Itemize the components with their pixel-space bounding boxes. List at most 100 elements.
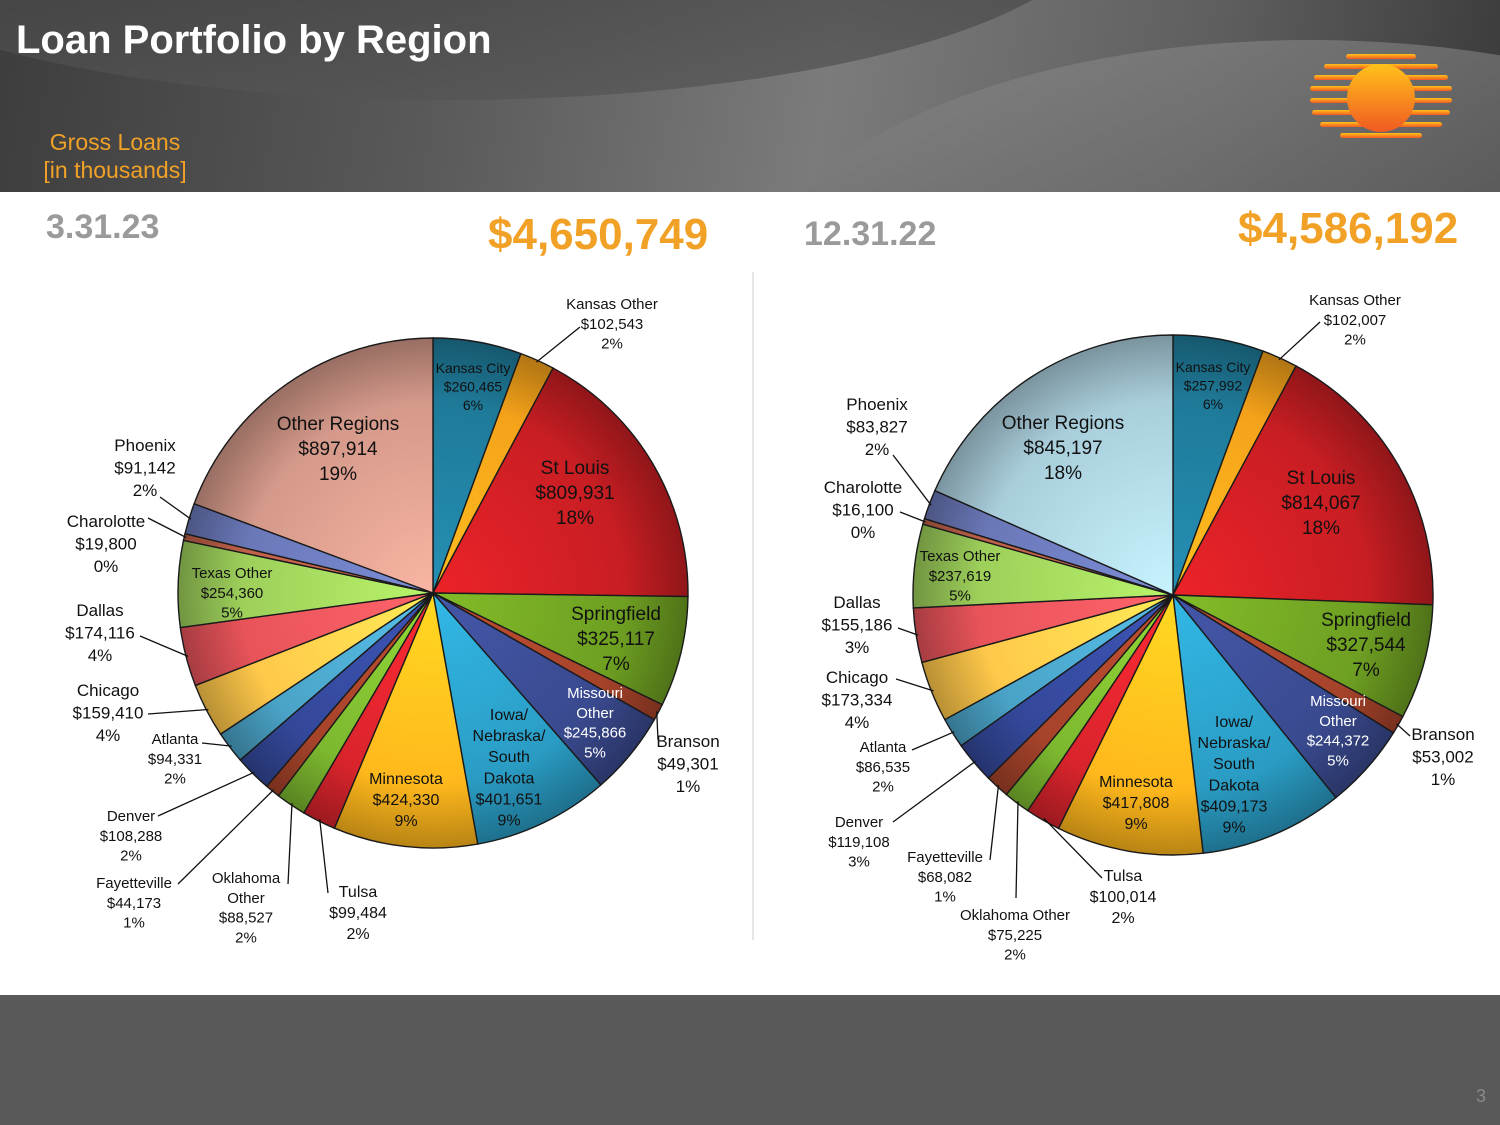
slice-name: Other: [227, 890, 265, 907]
data-label-branson: Branson $49,301 1%: [656, 711, 720, 796]
slice-percent: 2%: [601, 336, 623, 353]
leader-line: [897, 627, 919, 636]
data-label-missouri-other: Missouri Other $245,866 5%: [564, 685, 627, 761]
slice-percent: 18%: [1044, 463, 1082, 484]
slice-value: $102,543: [581, 316, 644, 333]
leader-line: [139, 635, 189, 657]
slice-name: Branson: [656, 732, 719, 751]
slice-percent: 6%: [1203, 396, 1223, 412]
slice-name: Missouri: [567, 685, 623, 702]
slice-percent: 9%: [497, 813, 520, 830]
leader-line: [319, 819, 329, 894]
slice-name: Denver: [835, 814, 883, 831]
slice-name: Charolotte: [824, 478, 902, 497]
slice-name: Oklahoma Other: [960, 907, 1070, 924]
slice-value: $83,827: [846, 417, 907, 436]
slice-value: $91,142: [114, 458, 175, 477]
slice-value: $53,002: [1412, 747, 1473, 766]
data-label-oklahoma-other: Oklahoma Other $75,225 2%: [960, 801, 1070, 964]
slice-value: $401,651: [476, 792, 543, 809]
slice-value: $102,007: [1324, 312, 1387, 329]
slice-name: Springfield: [571, 604, 661, 625]
slice-value: $244,372: [1307, 733, 1370, 750]
slice-name: Atlanta: [860, 739, 907, 756]
pie-slice-st-louis: [431, 367, 689, 598]
slice-percent: 5%: [221, 605, 243, 622]
slice-percent: 2%: [235, 929, 257, 946]
data-label-iowa-nebraska-south-dakota: Iowa/Nebraska/South Dakota $409,173 9%: [1198, 714, 1271, 837]
pie-slices: [912, 334, 1434, 856]
pie-slice-iowa-nebraska-south-dakota: [1172, 592, 1337, 855]
slice-value: $327,544: [1326, 635, 1406, 656]
slice-percent: 9%: [1222, 820, 1245, 837]
divider: [752, 272, 754, 940]
data-label-kansas-other: Kansas Other $102,007 2%: [1278, 292, 1401, 361]
page-title: Loan Portfolio by Region: [16, 18, 492, 62]
leader-line: [157, 771, 255, 817]
leader-line: [177, 789, 275, 885]
total-left: $4,650,749: [488, 210, 709, 259]
data-label-springfield: Springfield $325,117 7%: [571, 604, 661, 675]
data-label-dallas: Dallas $174,116 4%: [65, 601, 189, 665]
data-label-charolotte: Charolotte $19,800 0%: [67, 512, 187, 576]
data-label-minnesota: Minnesota $424,330 9%: [369, 771, 443, 830]
slice-name: South: [488, 749, 530, 766]
subtitle: Gross Loans [in thousands]: [43, 129, 187, 183]
total-right: $4,586,192: [1238, 204, 1459, 253]
slice-value: $814,067: [1281, 493, 1360, 514]
pie-slice-other-regions: [933, 334, 1174, 597]
slice-value: $155,186: [822, 615, 893, 634]
pie-slice-minnesota: [1057, 592, 1204, 856]
slice-percent: 1%: [676, 777, 701, 796]
leader-line: [989, 784, 1000, 861]
leader-line: [911, 731, 955, 751]
slice-percent: 2%: [872, 779, 894, 796]
data-label-kansas-city: Kansas City $257,992 6%: [1176, 359, 1251, 412]
leader-line: [535, 326, 581, 363]
slice-name: Iowa/: [490, 707, 529, 724]
slice-name: Chicago: [826, 668, 888, 687]
slice-name: Dallas: [833, 593, 880, 612]
pie-slice-springfield: [432, 592, 689, 706]
pie-slices: [177, 337, 689, 849]
slice-value: $173,334: [822, 690, 893, 709]
data-label-atlanta: Atlanta $94,331 2%: [148, 731, 232, 788]
slice-name: St Louis: [541, 458, 610, 479]
data-label-chicago: Chicago $159,410 4%: [73, 681, 209, 745]
slice-value: $108,288: [100, 828, 163, 845]
slice-name: Dakota: [484, 770, 535, 787]
slice-percent: 19%: [319, 464, 357, 485]
slice-percent: 1%: [123, 915, 145, 932]
date-label-right: 12.31.22: [804, 215, 937, 253]
slice-percent: 5%: [584, 744, 606, 761]
sun-icon: [1310, 54, 1452, 138]
slice-percent: 2%: [346, 926, 369, 943]
slice-name: Tulsa: [1104, 868, 1143, 885]
slice-name: Missouri: [1310, 693, 1366, 710]
data-label-atlanta: Atlanta $86,535 2%: [856, 731, 955, 796]
slice-name: Kansas Other: [566, 296, 658, 313]
slice-name: Minnesota: [1099, 774, 1173, 791]
leader-line: [899, 511, 926, 523]
data-label-tulsa: Tulsa $100,014 2%: [1043, 817, 1156, 927]
slice-name: Oklahoma: [212, 870, 281, 887]
slice-percent: 4%: [96, 726, 121, 745]
slice-value: $245,866: [564, 725, 627, 742]
slice-percent: 2%: [120, 848, 142, 865]
slice-value: $68,082: [918, 869, 972, 886]
slice-percent: 4%: [845, 713, 870, 732]
slice-percent: 6%: [463, 397, 483, 413]
data-label-phoenix: Phoenix $83,827 2%: [846, 395, 932, 506]
slice-name: St Louis: [1287, 468, 1356, 489]
slice-percent: 2%: [865, 440, 890, 459]
slice-value: $174,116: [65, 623, 135, 642]
slice-name: Other Regions: [1002, 413, 1125, 434]
leader-line: [656, 711, 659, 741]
leader-line: [159, 496, 192, 520]
slice-value: $75,225: [988, 927, 1042, 944]
slice-name: Kansas City: [436, 360, 511, 376]
leader-line: [1043, 817, 1103, 879]
leader-line: [892, 760, 976, 823]
slice-percent: 2%: [164, 771, 186, 788]
leader-line: [1015, 801, 1019, 899]
